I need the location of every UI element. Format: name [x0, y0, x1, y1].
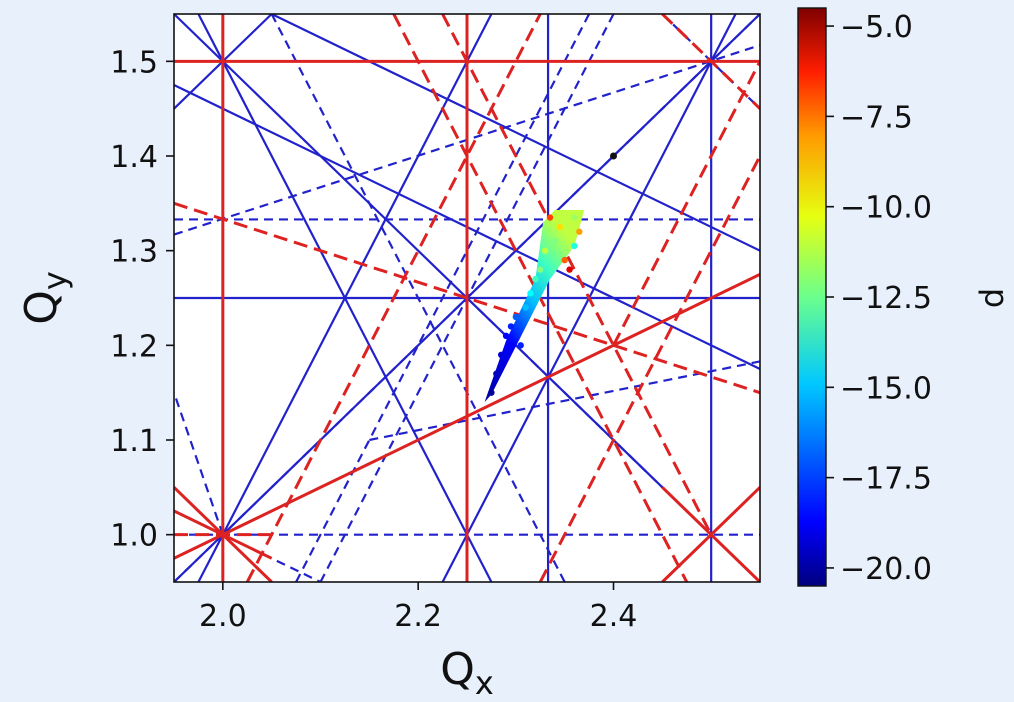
marker-point [610, 152, 617, 160]
footprint-point [493, 370, 500, 377]
footprint-point [502, 332, 510, 340]
footprint-point [576, 228, 583, 235]
resonance-line [441, 14, 713, 536]
resonance-line [174, 272, 760, 560]
resonance-line [174, 201, 760, 395]
x-tick-label: 2.4 [590, 599, 638, 634]
x-axis-label: Qx [440, 644, 494, 698]
footprint-point [561, 256, 568, 264]
resonance-lines [174, 14, 760, 582]
resonance-line [538, 155, 760, 582]
footprint-point [571, 242, 578, 250]
plot-area-frame [173, 13, 761, 583]
footprint-point [571, 214, 578, 221]
y-tick-label: 1.0 [110, 519, 158, 554]
footprint-point [556, 223, 563, 231]
colorbar-label: d [973, 288, 1011, 308]
footprint-point [488, 389, 495, 396]
y-tick-label: 1.3 [110, 235, 158, 270]
footprint-point [551, 238, 559, 245]
y-tick-label: 1.4 [110, 140, 158, 175]
footprint-point [541, 247, 549, 254]
colorbar-tick-label: −12.5 [840, 281, 932, 316]
footprint-point [507, 323, 515, 330]
footprint-point [497, 351, 505, 358]
resonance-line [612, 60, 760, 347]
resonance-line [661, 14, 760, 110]
colorbar [797, 7, 827, 587]
colorbar-tick-label: −17.5 [840, 462, 932, 497]
footprint-region [484, 209, 585, 403]
y-axis-label: Qy [16, 271, 74, 325]
colorbar-ticks: −5.0 −7.5 −10.0 −12.5 −15.0 −17.5 −20.0 [826, 10, 932, 587]
y-tick-label: 1.1 [110, 424, 158, 459]
y-tick-label: 1.5 [110, 45, 158, 80]
x-axis-ticks: 2.0 2.2 2.4 [199, 582, 637, 634]
resonance-line [295, 14, 591, 582]
footprint-point [537, 266, 544, 273]
resonance-line [271, 14, 760, 252]
colorbar-tick-label: −5.0 [840, 10, 913, 45]
colorbar-tick-label: −20.0 [840, 552, 932, 587]
footprint-point [512, 313, 520, 321]
y-axis-ticks: 1.0 1.1 1.2 1.3 1.4 1.5 [110, 45, 174, 554]
resonance-line [174, 392, 224, 536]
resonance-line [661, 486, 760, 582]
x-tick-label: 2.2 [394, 599, 442, 634]
footprint-point [527, 290, 534, 297]
footprint-point [566, 266, 573, 273]
footprint-point [522, 304, 529, 311]
y-tick-label: 1.2 [110, 329, 158, 364]
resonance-line [369, 360, 760, 442]
x-tick-label: 2.0 [199, 599, 247, 634]
colorbar-tick-label: −15.0 [840, 371, 932, 406]
tune-footprint [484, 152, 617, 403]
footprint-point [517, 342, 524, 349]
resonance-line [270, 14, 566, 582]
footprint-point [532, 275, 539, 283]
colorbar-tick-label: −10.0 [840, 191, 932, 226]
footprint-point [546, 214, 554, 221]
colorbar-tick-label: −7.5 [840, 100, 913, 135]
